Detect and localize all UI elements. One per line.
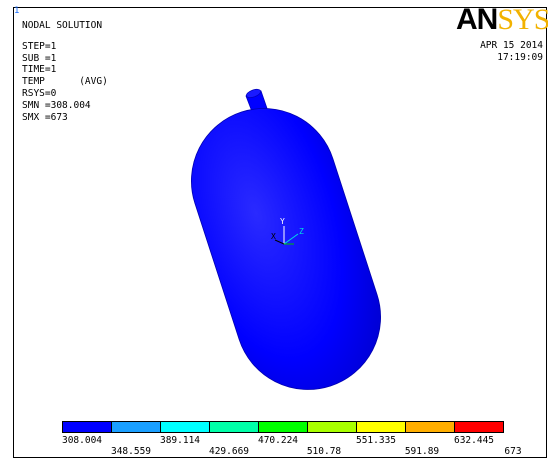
legend-band-2 [112, 422, 161, 432]
contour-legend-bar [62, 421, 504, 433]
time-label: 17:19:09 [497, 52, 543, 63]
triad-y-label: Y [280, 217, 285, 226]
date-time: APR 15 2014 17:19:09 [480, 40, 543, 64]
info-rsys: RSYS=0 [22, 87, 57, 99]
solution-info: NODAL SOLUTION STEP=1 SUB =1 TIME=1 TEMP… [22, 20, 108, 123]
coordinate-triad: Y Z X [271, 217, 304, 245]
legend-band-8 [406, 422, 455, 432]
pressure-vessel [191, 108, 381, 390]
info-result-item: TEMP (AVG) [22, 76, 108, 88]
legend-label: 510.78 [306, 446, 342, 457]
solution-title: NODAL SOLUTION [22, 20, 103, 31]
legend-label: 673 [504, 446, 522, 457]
legend-label: 551.335 [355, 435, 397, 446]
legend-label: 591.89 [404, 446, 440, 457]
info-step: STEP=1 [22, 40, 57, 52]
triad-x-label: X [271, 232, 276, 241]
legend-band-3 [161, 422, 210, 432]
legend-band-1 [63, 422, 112, 432]
legend-label: 308.004 [61, 435, 103, 446]
legend-label: 389.114 [159, 435, 201, 446]
date-label: APR 15 2014 [480, 40, 543, 51]
legend-band-4 [210, 422, 259, 432]
info-min: SMN =308.004 [22, 99, 91, 111]
window-number: 1 [14, 6, 20, 16]
info-substep: SUB =1 [22, 52, 57, 64]
ansys-logo: ANSYS [456, 4, 548, 36]
legend-label: 632.445 [453, 435, 495, 446]
legend-label: 348.559 [110, 446, 152, 457]
triad-z-label: Z [299, 227, 304, 236]
legend-label: 470.224 [257, 435, 299, 446]
legend-band-6 [308, 422, 357, 432]
legend-label: 429.669 [208, 446, 250, 457]
graphics-window-frame [13, 7, 547, 458]
legend-band-9 [455, 422, 503, 432]
info-max: SMX =673 [22, 111, 68, 123]
info-time: TIME=1 [22, 64, 57, 76]
legend-band-5 [259, 422, 308, 432]
legend-band-7 [357, 422, 406, 432]
